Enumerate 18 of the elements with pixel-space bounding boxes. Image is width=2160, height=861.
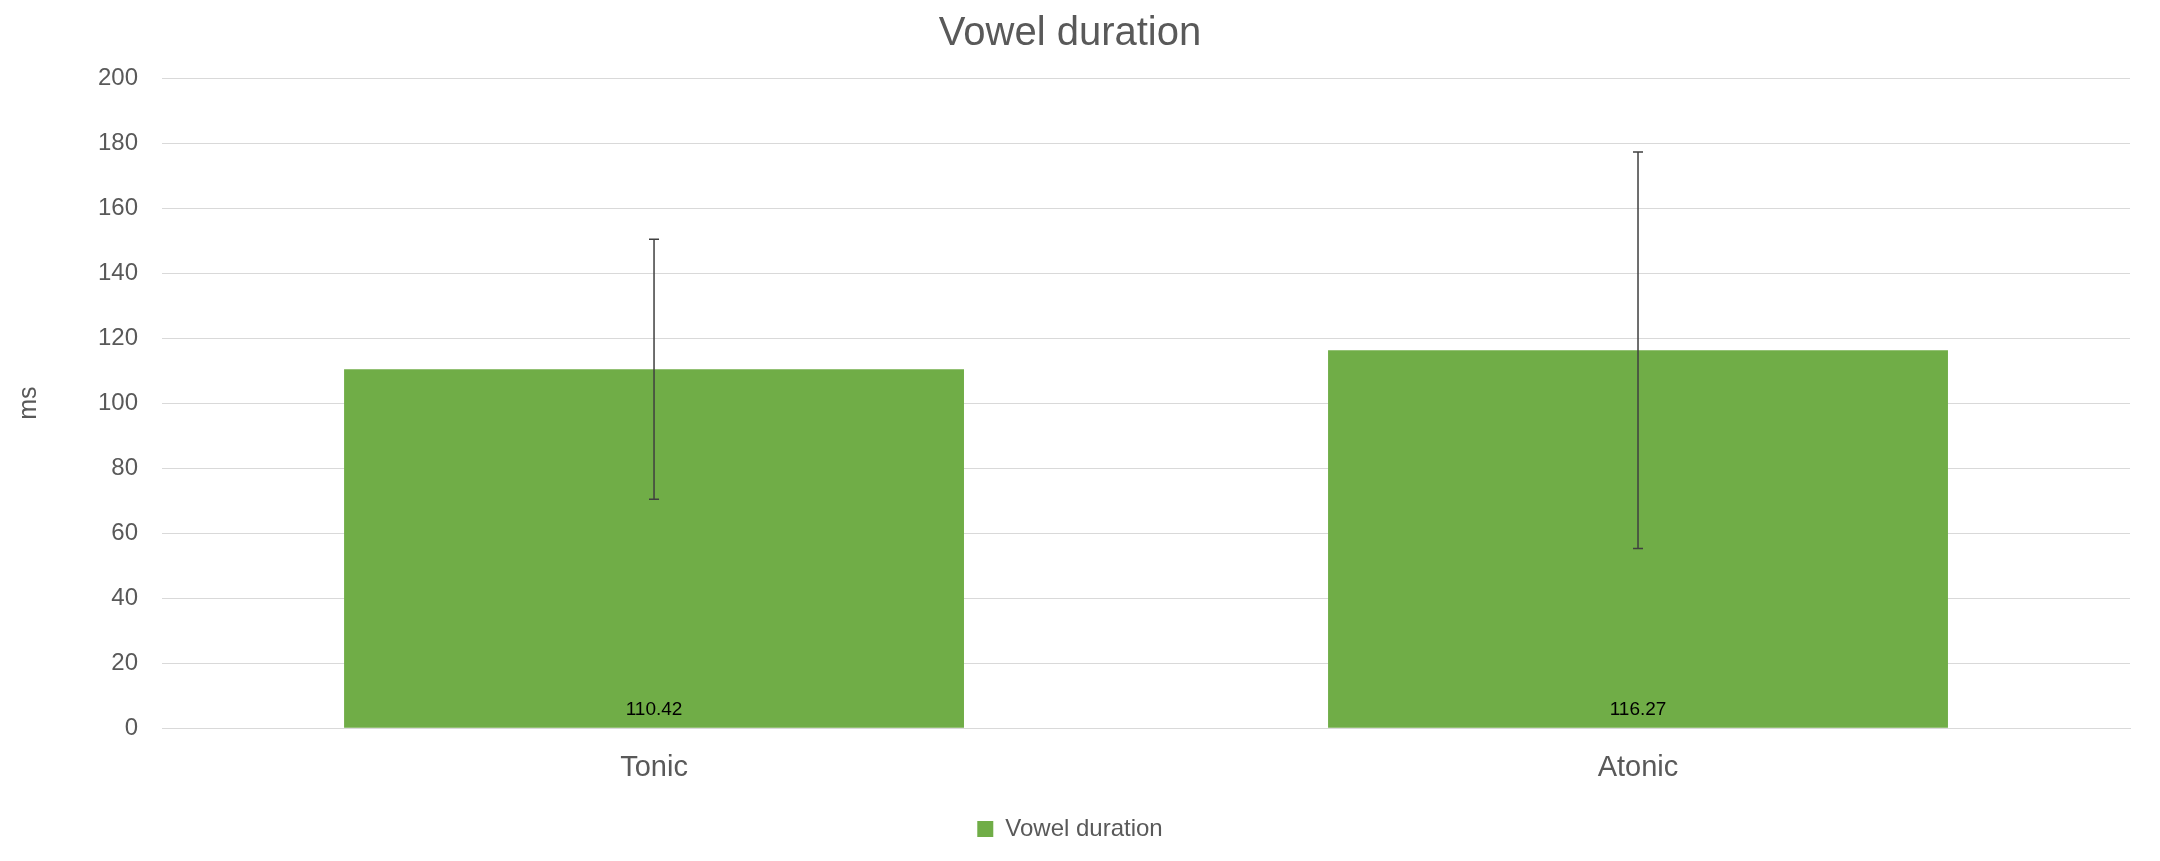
data-label: 116.27: [1609, 698, 1667, 720]
y-tick-label: 100: [98, 387, 139, 415]
y-tick-label: 0: [124, 712, 139, 740]
y-tick-label: 40: [111, 582, 139, 610]
legend-label: Vowel duration: [1005, 813, 1163, 841]
x-tick-label: Atonic: [1597, 749, 1679, 782]
data-label: 110.42: [625, 698, 683, 720]
chart-title: Vowel duration: [938, 9, 1202, 54]
y-tick-label: 60: [111, 517, 139, 545]
y-tick-label: 80: [111, 452, 139, 480]
x-tick-label: Tonic: [620, 749, 688, 782]
y-tick-label: 200: [98, 62, 139, 90]
y-axis-title: ms: [12, 386, 41, 420]
y-tick-label: 120: [98, 322, 139, 350]
y-tick-label: 160: [98, 192, 139, 220]
y-tick-label: 180: [98, 127, 139, 155]
y-tick-label: 20: [111, 647, 139, 675]
y-tick-label: 140: [98, 257, 139, 285]
